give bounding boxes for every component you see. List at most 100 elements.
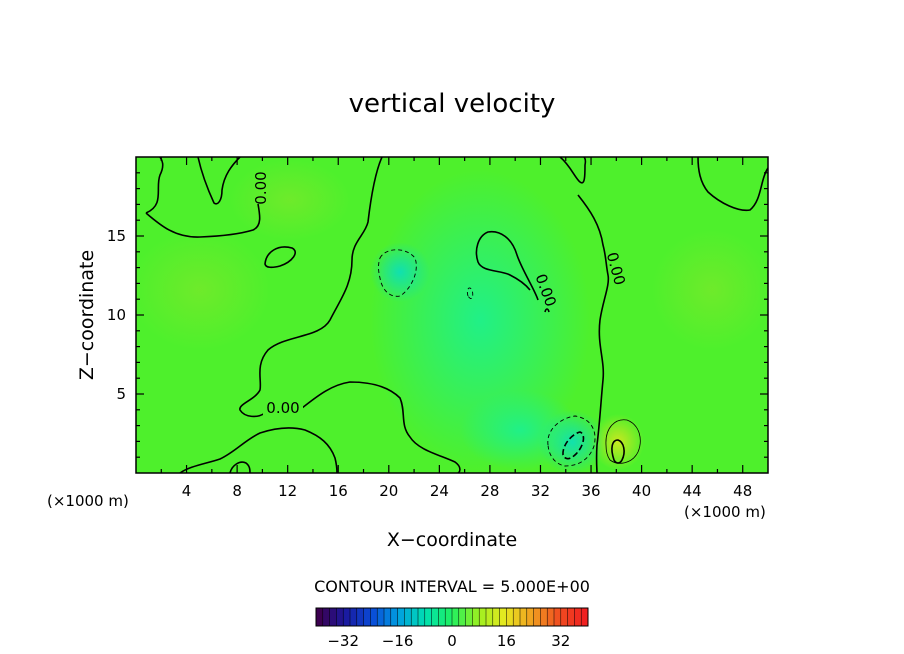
- contour-zero: [229, 461, 251, 473]
- contour-negative: [378, 249, 417, 297]
- colorbar-swatch: [404, 608, 412, 626]
- y-tick-label: 15: [107, 227, 126, 245]
- contour-label: 0.00: [266, 399, 299, 417]
- contour-zero: [239, 157, 383, 418]
- contour-lines-negative-strong: [562, 431, 585, 460]
- colorbar-swatch: [363, 608, 371, 626]
- contour-zero: [179, 427, 338, 473]
- colorbar: [315, 607, 589, 627]
- colorbar-swatch: [390, 608, 399, 626]
- contour-zero: [264, 246, 296, 269]
- colorbar-swatch: [479, 608, 487, 626]
- colorbar-swatch: [540, 608, 548, 626]
- field-patch: [230, 160, 350, 240]
- colorbar-swatch: [343, 608, 351, 626]
- x-tick-label: 16: [329, 482, 348, 500]
- colorbar-swatch: [431, 608, 439, 626]
- colorbar-swatch: [520, 608, 528, 626]
- colorbar-swatch: [554, 608, 562, 626]
- colorbar-tick-label: 32: [551, 632, 570, 650]
- x-tick-label: 32: [531, 482, 550, 500]
- contour-zero: [301, 381, 461, 473]
- colorbar-swatch: [465, 608, 473, 626]
- field-patch: [460, 390, 580, 470]
- colorbar-swatch: [574, 608, 582, 626]
- colorbar-swatch: [384, 608, 392, 626]
- colorbar-tick-label: 0: [447, 632, 457, 650]
- x-tick-label: 44: [683, 482, 702, 500]
- colorbar-swatch: [424, 608, 433, 626]
- colorbar-swatch: [445, 608, 453, 626]
- colorbar-swatch: [397, 608, 405, 626]
- colorbar-swatch: [370, 608, 378, 626]
- field-patch: [592, 414, 644, 470]
- colorbar-frame: [315, 607, 589, 627]
- contour-lines-thin: [605, 419, 641, 464]
- x-tick-label: 20: [379, 482, 398, 500]
- colorbar-swatch: [513, 608, 521, 626]
- colorbar-swatch: [533, 608, 541, 626]
- colorbar-swatch: [506, 608, 514, 626]
- contour-lines: [145, 157, 768, 473]
- axis-ticks: [136, 157, 768, 473]
- contour-interval-text: CONTOUR INTERVAL = 5.000E+00: [314, 577, 590, 596]
- contour-negative: [562, 431, 585, 460]
- contour-lines-negative: [378, 249, 596, 467]
- contour-zero: [559, 157, 587, 184]
- colorbar-swatch: [377, 608, 385, 626]
- x-tick-label: 4: [182, 482, 192, 500]
- field-patch: [652, 230, 768, 350]
- colorbar-swatch: [350, 608, 358, 626]
- field-patch: [370, 242, 430, 302]
- colorbar-swatch: [567, 608, 575, 626]
- colorbar-swatch: [411, 608, 419, 626]
- x-tick-label: 40: [632, 482, 651, 500]
- x-tick-label: 24: [430, 482, 449, 500]
- colorbar-tick-label: 16: [497, 632, 516, 650]
- z-unit-label: (×1000 m): [47, 492, 129, 510]
- x-tick-label: 36: [581, 482, 600, 500]
- field-patch: [136, 230, 270, 350]
- contour-positive: [605, 419, 641, 464]
- contour-zero: [577, 194, 610, 473]
- contour-label-bg: [263, 398, 303, 416]
- colorbar-swatch: [336, 608, 344, 626]
- colorbar-swatch: [438, 608, 446, 626]
- x-tick-label: 8: [232, 482, 242, 500]
- y-tick-label: 5: [116, 385, 126, 403]
- contour-label: 0.00: [252, 171, 270, 204]
- colorbar-swatch: [492, 608, 501, 626]
- contour-zero: [197, 157, 241, 205]
- colorbar-tick-label: −16: [382, 632, 414, 650]
- colorbar-swatch: [356, 608, 365, 626]
- contour-zero: [475, 230, 539, 301]
- colorbar-swatch: [547, 608, 555, 626]
- colorbar-swatch: [418, 608, 426, 626]
- colorbar-swatch: [486, 608, 494, 626]
- x-tick-label: 12: [278, 482, 297, 500]
- contour-negative: [466, 287, 474, 299]
- colorbar-tick-label: −32: [327, 632, 359, 650]
- contour-zero: [697, 157, 768, 212]
- colorbar-swatch: [560, 608, 569, 626]
- colorbar-swatch: [472, 608, 480, 626]
- y-axis-label: Z−coordinate: [76, 250, 98, 380]
- colorbar-swatch: [452, 608, 460, 626]
- colorbar-swatch: [329, 608, 337, 626]
- x-tick-label: 28: [480, 482, 499, 500]
- colorbar-swatch: [322, 608, 331, 626]
- field-area: [136, 157, 768, 473]
- y-tick-label: 10: [107, 306, 126, 324]
- contour-zero: [544, 308, 550, 313]
- colorbar-swatch: [316, 608, 324, 626]
- contour-zero: [145, 203, 261, 238]
- colorbar-swatch: [499, 608, 507, 626]
- x-tick-label: 48: [733, 482, 752, 500]
- colorbar-swatch: [526, 608, 535, 626]
- chart-title: vertical velocity: [349, 89, 556, 119]
- colorbar-swatch: [458, 608, 467, 626]
- contour-negative: [547, 415, 596, 467]
- x-axis-label: X−coordinate: [387, 529, 517, 551]
